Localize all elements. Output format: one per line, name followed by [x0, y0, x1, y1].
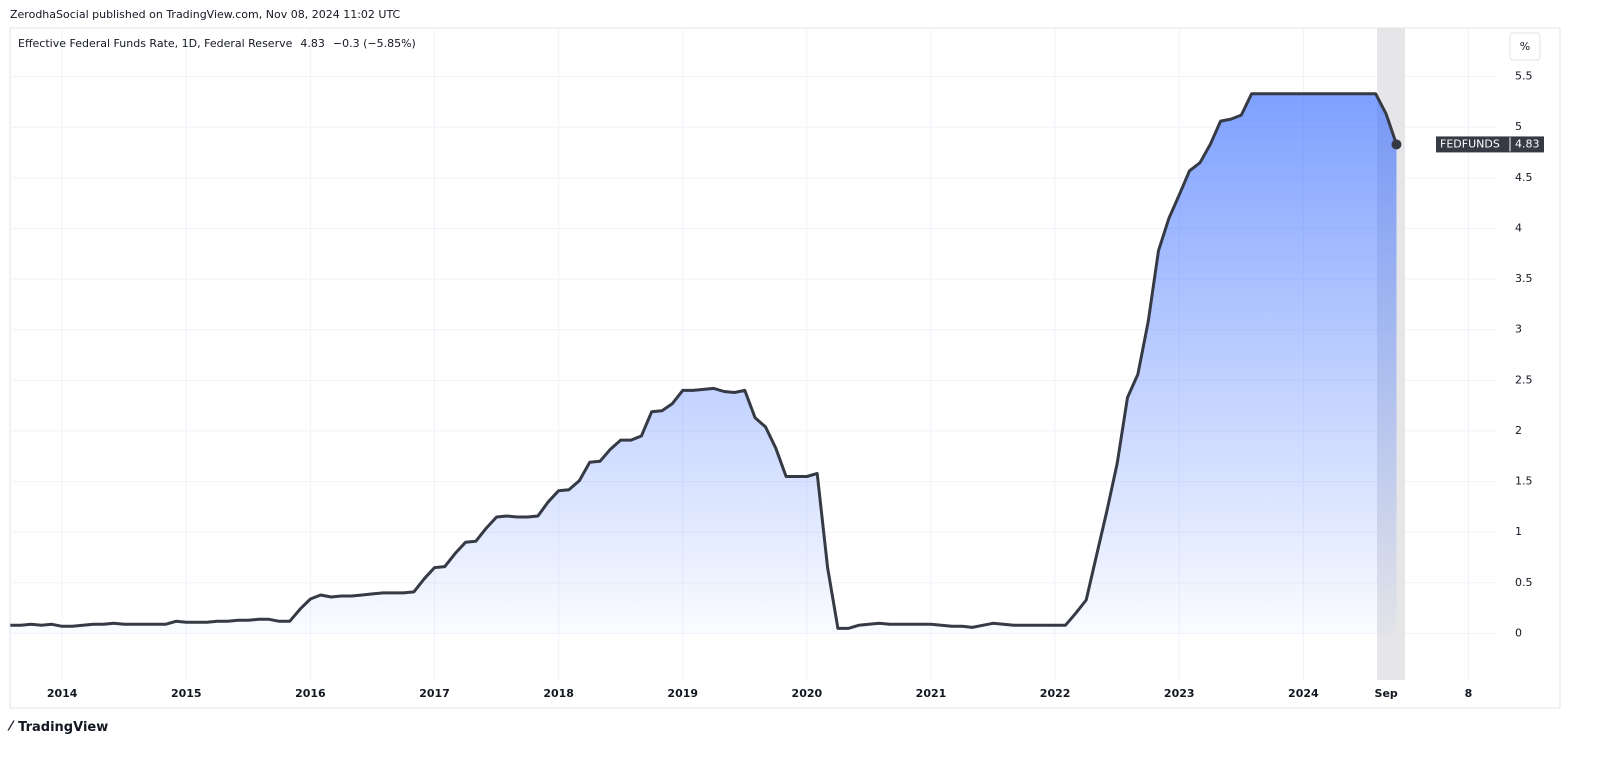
- frame: [9, 27, 1561, 709]
- publish-note: ZerodhaSocial published on TradingView.c…: [10, 8, 401, 21]
- y-tick-label: 0.5: [1515, 576, 1533, 589]
- logo-text: TradingView: [18, 720, 108, 735]
- x-tick-label: 2017: [419, 687, 450, 700]
- x-tick-label: 2021: [916, 687, 947, 700]
- series-label-box: [1436, 136, 1544, 153]
- x-tick-label: 8: [1465, 687, 1473, 700]
- unit-label[interactable]: %: [1520, 40, 1530, 53]
- x-tick-label: 2016: [295, 687, 326, 700]
- x-tick-label: 2018: [543, 687, 574, 700]
- y-tick-label: 3: [1515, 323, 1522, 336]
- y-tick-label: 0: [1515, 626, 1522, 639]
- y-tick-label: 3.5: [1515, 272, 1533, 285]
- last-point: [1391, 139, 1402, 150]
- series-label-name: FEDFUNDS: [1440, 137, 1500, 150]
- y-tick-label: 1.5: [1515, 475, 1533, 488]
- x-tick-label: 2022: [1040, 687, 1071, 700]
- header-last-value: 4.83: [300, 37, 325, 50]
- y-tick-label: 4: [1515, 221, 1522, 234]
- x-tick-label: 2024: [1288, 687, 1319, 700]
- series-title: Effective Federal Funds Rate, 1D, Federa…: [18, 37, 293, 50]
- x-tick-label: Sep: [1375, 687, 1398, 700]
- area-fill: [10, 93, 1397, 634]
- x-tick-label: 2019: [667, 687, 698, 700]
- y-tick-label: 4.5: [1515, 171, 1533, 184]
- y-tick-label: 5.5: [1515, 70, 1533, 83]
- y-tick-label: 2: [1515, 424, 1522, 437]
- x-tick-label: 2020: [792, 687, 823, 700]
- y-tick-label: 2.5: [1515, 373, 1533, 386]
- x-tick-label: 2015: [171, 687, 202, 700]
- unit-button[interactable]: [1509, 32, 1541, 61]
- header-change: −0.3 (−5.85%): [333, 37, 416, 50]
- x-tick-label: 2014: [47, 687, 78, 700]
- y-tick-label: 1: [1515, 525, 1522, 538]
- y-tick-label: 5: [1515, 120, 1522, 133]
- logo: ⁄ TradingView: [7, 720, 108, 735]
- series-line: [10, 92, 1398, 630]
- series-label-value: 4.83: [1515, 137, 1540, 150]
- x-tick-label: 2023: [1164, 687, 1195, 700]
